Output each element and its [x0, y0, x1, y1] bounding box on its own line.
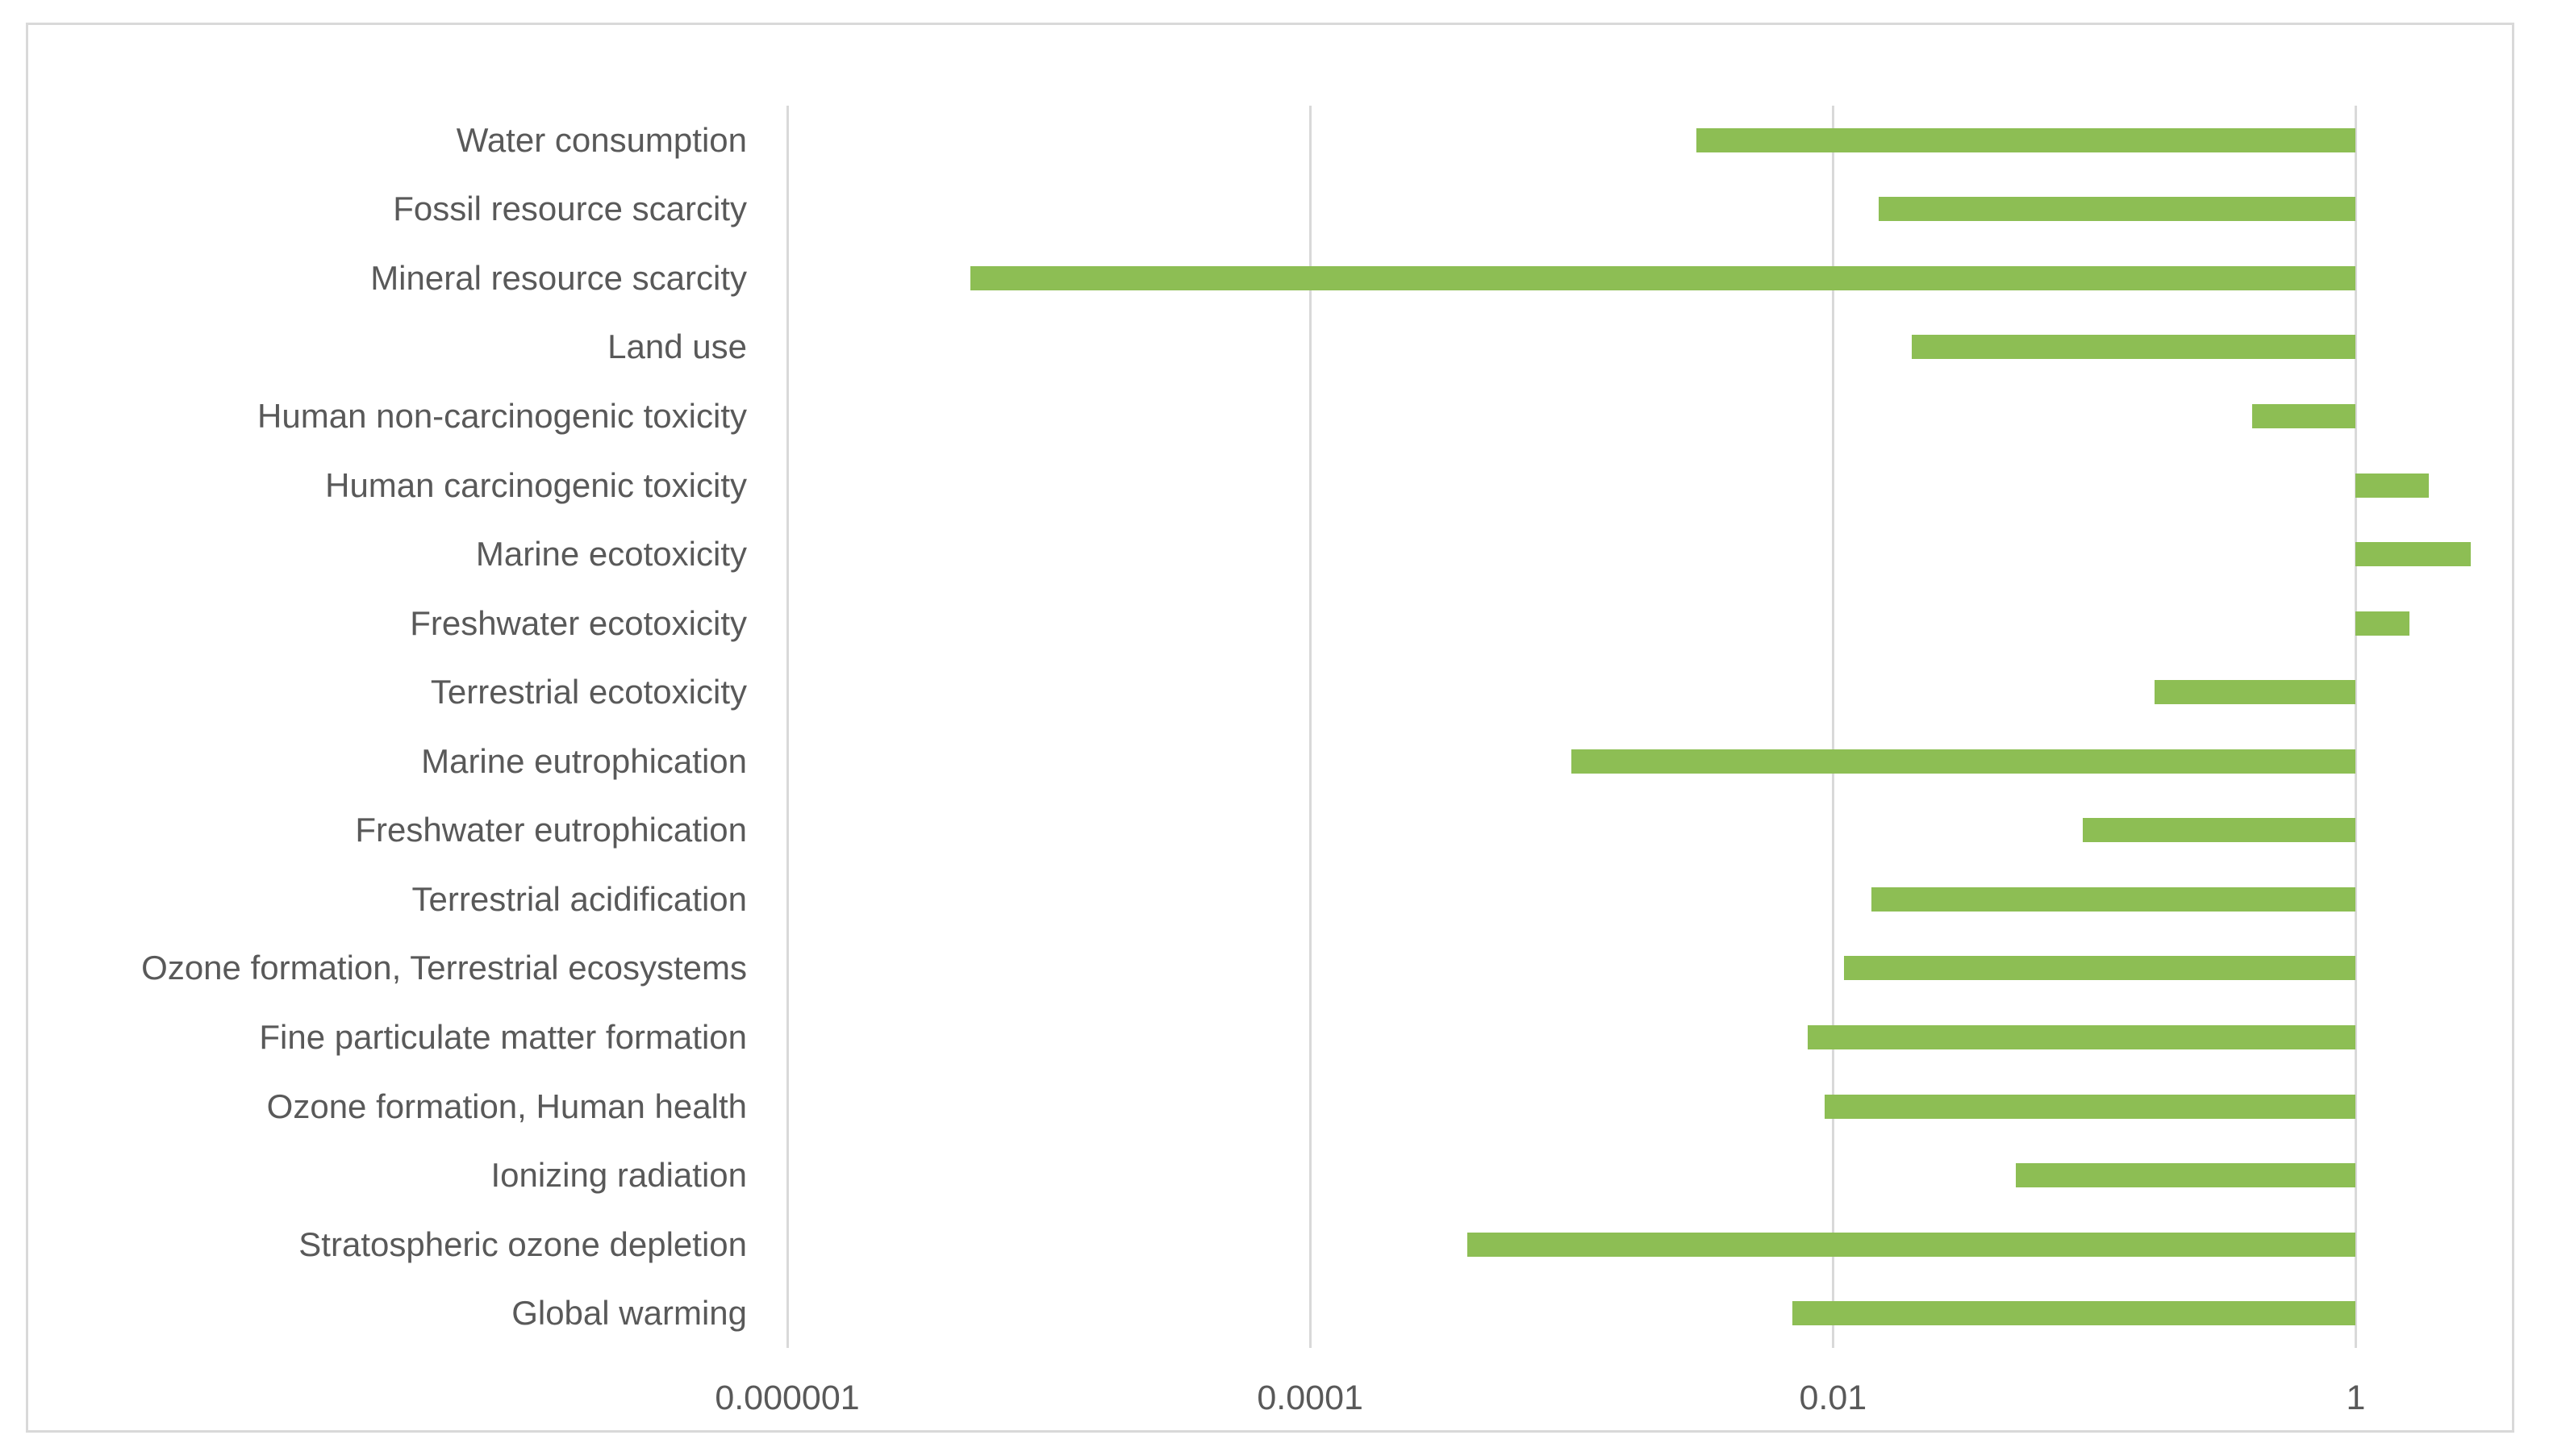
bar-stratospheric-ozone-depletion — [1467, 1232, 2356, 1257]
category-label: Fine particulate matter formation — [259, 1017, 747, 1056]
bar-marine-ecotoxicity — [2355, 542, 2471, 567]
bar-water-consumption — [1696, 127, 2356, 152]
x-tick-label: 1 — [2346, 1379, 2366, 1417]
bar-ionizing-radiation — [2015, 1163, 2356, 1188]
category-label: Ionizing radiation — [490, 1156, 747, 1195]
chart-frame: Water consumption Fossil resource scarcit… — [26, 23, 2514, 1433]
category-label: Marine eutrophication — [421, 741, 747, 780]
category-label: Terrestrial acidification — [411, 879, 748, 918]
bar-land-use — [1911, 335, 2356, 360]
category-label: Marine ecotoxicity — [475, 535, 747, 574]
category-label: Ozone formation, Terrestrial ecosystems — [141, 949, 747, 987]
bar-terrestrial-ecotoxicity — [2155, 680, 2356, 705]
bar-ozone-formation-terrestrial-ecosystems — [1843, 956, 2356, 981]
bar-freshwater-eutrophication — [2082, 818, 2356, 843]
x-tick-label: 0.0001 — [1257, 1379, 1363, 1417]
category-label: Fossil resource scarcity — [393, 190, 747, 228]
gridline — [1309, 106, 1312, 1348]
x-axis-ticks: 0.000001 0.0001 0.01 1 — [715, 1379, 2539, 1427]
bar-global-warming — [1792, 1301, 2356, 1326]
bar-marine-eutrophication — [1571, 749, 2356, 774]
category-label: Terrestrial ecotoxicity — [430, 673, 747, 711]
x-tick-label: 0.01 — [1799, 1379, 1867, 1417]
x-tick-label: 0.000001 — [715, 1379, 860, 1417]
bar-ozone-formation-human-health — [1825, 1094, 2356, 1119]
category-label: Global warming — [511, 1294, 747, 1333]
gridline — [1832, 106, 1835, 1348]
bar-human-carcinogenic-toxicity — [2355, 473, 2429, 498]
bar-mineral-resource-scarcity — [970, 265, 2356, 290]
category-label: Land use — [607, 327, 747, 366]
gridline — [786, 106, 789, 1348]
category-label: Stratospheric ozone depletion — [298, 1224, 747, 1263]
category-label: Human non-carcinogenic toxicity — [257, 396, 747, 435]
category-label: Freshwater eutrophication — [355, 811, 747, 849]
bar-fine-particulate-matter-formation — [1807, 1025, 2356, 1049]
bar-fossil-resource-scarcity — [1879, 197, 2356, 222]
plot-area — [786, 106, 2539, 1348]
category-labels: Water consumption Fossil resource scarcit… — [28, 106, 766, 1348]
gridline — [2355, 106, 2358, 1348]
bar-terrestrial-acidification — [1871, 887, 2356, 912]
bar-human-non-carcinogenic-toxicity — [2251, 404, 2356, 428]
category-label: Ozone formation, Human health — [266, 1087, 747, 1125]
bar-freshwater-ecotoxicity — [2355, 611, 2409, 636]
category-label: Freshwater ecotoxicity — [410, 603, 747, 642]
category-label: Mineral resource scarcity — [370, 258, 747, 297]
category-label: Human carcinogenic toxicity — [325, 465, 747, 504]
category-label: Water consumption — [456, 120, 747, 159]
